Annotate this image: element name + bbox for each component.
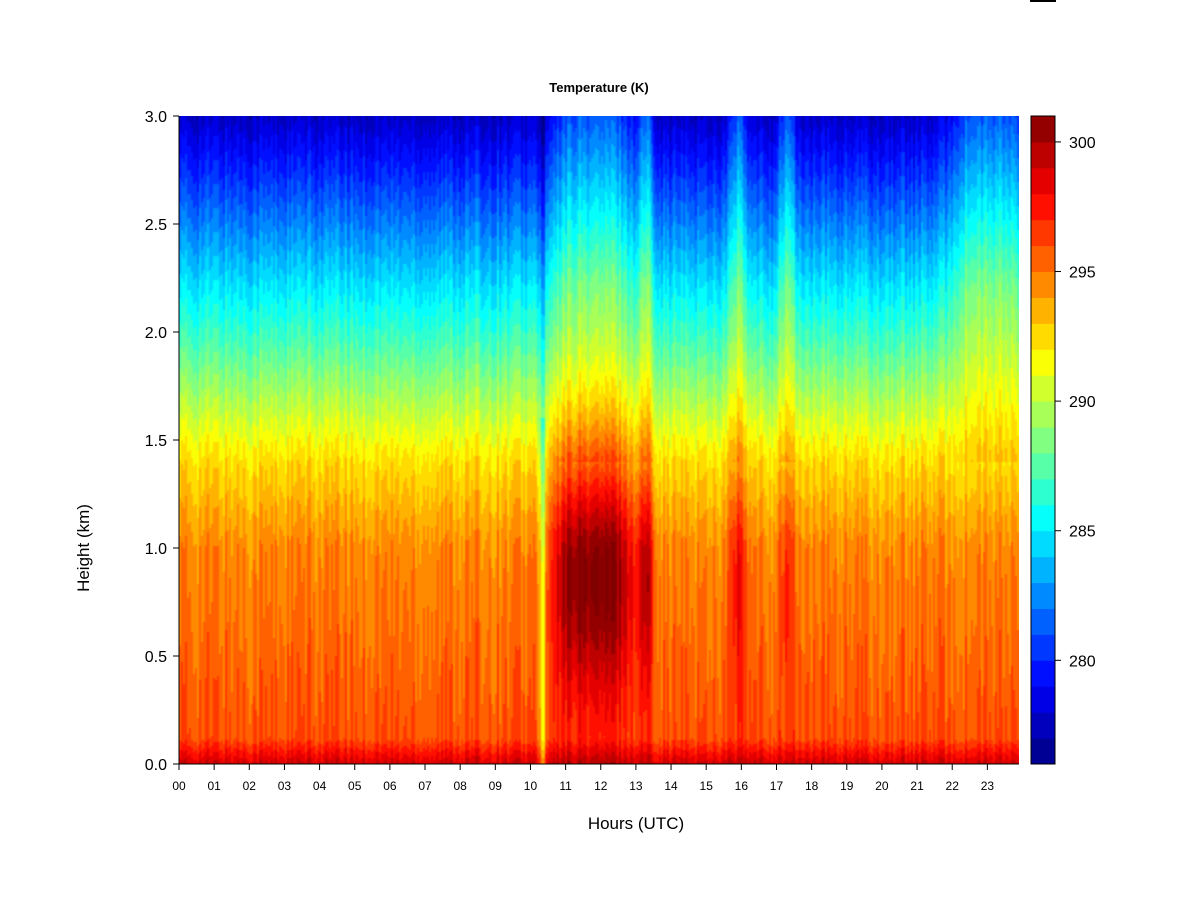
x-tick-label: 12: [594, 779, 608, 793]
y-tick-label: 0.0: [145, 757, 167, 774]
y-tick-label: 0.5: [145, 649, 167, 666]
x-tick-label: 19: [840, 779, 854, 793]
x-tick-label: 11: [559, 779, 572, 793]
x-tick-label: 05: [348, 779, 362, 793]
colorbar-swatch: [1031, 167, 1055, 195]
x-tick-label: 14: [664, 779, 678, 793]
x-tick-label: 16: [735, 779, 749, 793]
colorbar-swatch: [1031, 738, 1055, 765]
x-tick-label: 03: [278, 779, 292, 793]
colorbar-swatch: [1031, 271, 1055, 298]
colorbar-swatch: [1031, 712, 1055, 739]
x-axis-label: Hours (UTC): [588, 814, 684, 833]
colorbar-tick-label: 285: [1069, 524, 1096, 541]
colorbar-swatch: [1031, 478, 1055, 506]
colorbar-swatch: [1031, 297, 1055, 324]
colorbar-tick-label: 290: [1069, 394, 1096, 411]
chart-title: Temperature (K): [549, 80, 648, 95]
colorbar-swatch: [1031, 634, 1055, 661]
colorbar-swatch: [1031, 530, 1055, 558]
x-tick-label: 10: [524, 779, 538, 793]
x-tick-label: 20: [875, 779, 889, 793]
y-tick-label: 2.5: [145, 217, 167, 234]
y-tick-label: 2.0: [145, 325, 167, 342]
x-ticks: 00 01 02 03 04 05 06 07 08 09 10 11 12 13 14 15 16 17 18 19…: [172, 764, 994, 793]
colorbar-swatch: [1031, 660, 1055, 687]
x-tick-label: 06: [383, 779, 397, 793]
colorbar: 280 285 290 295 300: [1030, 115, 1096, 765]
colorbar-swatch: [1031, 401, 1055, 428]
x-tick-label: 15: [700, 779, 714, 793]
x-tick-label: 18: [805, 779, 819, 793]
colorbar-swatch: [1031, 349, 1055, 376]
x-tick-label: 00: [172, 779, 186, 793]
colorbar-swatch: [1031, 219, 1055, 247]
colorbar-swatch: [1031, 608, 1055, 635]
colorbar-swatch: [1031, 556, 1055, 584]
x-tick-label: 22: [946, 779, 960, 793]
x-tick-label: 04: [313, 779, 327, 793]
y-tick-label: 1.0: [145, 541, 167, 558]
y-ticks: 0.0 0.5 1.0 1.5 2.0 2.5 3.0: [145, 109, 179, 774]
colorbar-swatch: [1031, 116, 1055, 143]
colorbar-tick-label: 280: [1069, 653, 1096, 670]
x-tick-label: 02: [243, 779, 257, 793]
corner-mark: [1030, 0, 1056, 2]
x-tick-label: 21: [910, 779, 924, 793]
plot-area: [179, 116, 1019, 764]
colorbar-swatch: [1031, 582, 1055, 609]
y-tick-label: 1.5: [145, 433, 167, 450]
temperature-field-image: [179, 116, 1019, 764]
colorbar-swatch: [1031, 504, 1055, 532]
x-tick-label: 09: [489, 779, 503, 793]
colorbar-swatch: [1031, 375, 1055, 402]
colorbar-swatch: [1031, 427, 1055, 454]
x-tick-label: 08: [453, 779, 467, 793]
colorbar-tick-label: 300: [1069, 135, 1096, 152]
colorbar-swatch: [1031, 193, 1055, 221]
colorbar-frame: [1030, 115, 1056, 765]
colorbar-tick-label: 295: [1069, 265, 1096, 282]
colorbar-swatch: [1031, 323, 1055, 350]
x-tick-label: 07: [418, 779, 432, 793]
x-tick-label: 23: [981, 779, 995, 793]
colorbar-swatch: [1031, 141, 1055, 169]
x-tick-label: 01: [207, 779, 221, 793]
colorbar-swatch: [1031, 452, 1055, 480]
colorbar-swatch: [1031, 686, 1055, 713]
colorbar-swatch: [1031, 245, 1055, 273]
x-tick-label: 17: [770, 779, 784, 793]
y-axis-label: Height (km): [74, 504, 93, 592]
x-tick-label: 13: [629, 779, 643, 793]
y-tick-label: 3.0: [145, 109, 167, 126]
